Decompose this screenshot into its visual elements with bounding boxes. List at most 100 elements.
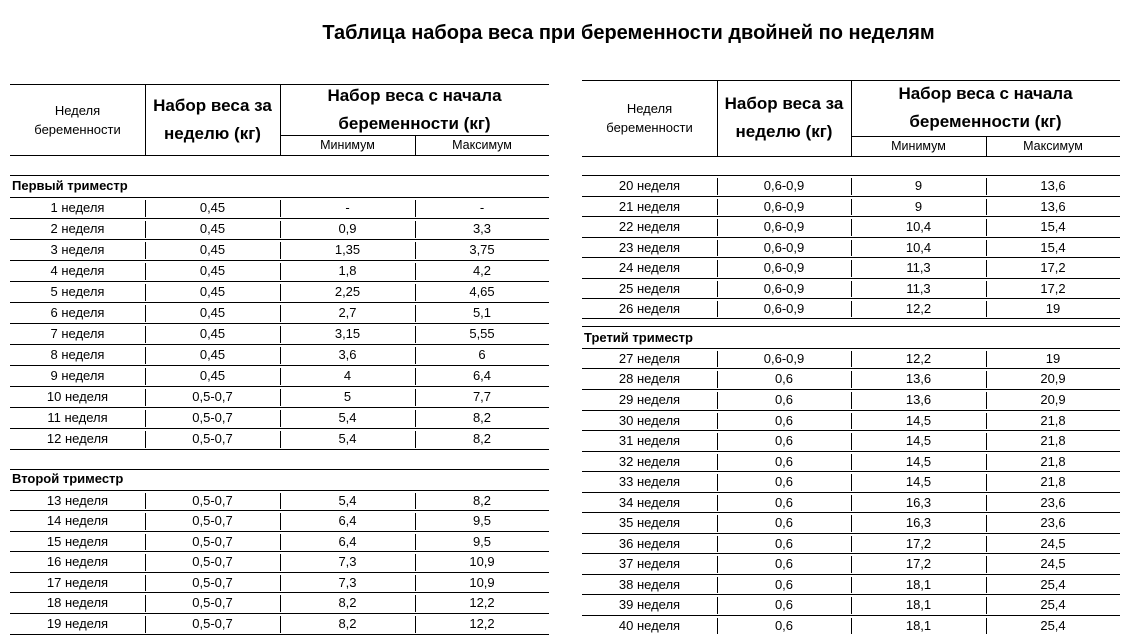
column-divider bbox=[280, 513, 281, 530]
column-divider bbox=[415, 242, 416, 259]
weekly-gain-cell: 0,45 bbox=[199, 347, 226, 362]
min-gain-cell: 4 bbox=[343, 368, 352, 383]
min-gain-cell: 2,7 bbox=[338, 305, 357, 320]
week-cell: 7 неделя bbox=[50, 326, 105, 341]
min-gain-cell: 12,2 bbox=[905, 300, 932, 316]
min-gain-cell: 14,5 bbox=[905, 453, 932, 469]
column-header-week: Неделя беременности bbox=[34, 102, 121, 137]
table-rule bbox=[582, 318, 1120, 320]
max-gain-cell: 25,4 bbox=[1040, 617, 1066, 633]
max-gain-cell: 25,4 bbox=[1040, 576, 1066, 592]
weekly-gain-cell: 0,5-0,7 bbox=[192, 554, 233, 569]
min-gain-cell: 5,4 bbox=[338, 492, 357, 508]
week-cell: 37 неделя bbox=[618, 556, 681, 571]
min-gain-cell: 3,6 bbox=[338, 347, 357, 362]
table-rule bbox=[10, 613, 549, 614]
column-divider bbox=[851, 515, 852, 532]
column-divider bbox=[415, 368, 416, 385]
max-gain-cell: 9,5 bbox=[472, 513, 492, 528]
table-rule bbox=[10, 155, 549, 156]
min-gain-cell: 10,4 bbox=[905, 239, 932, 255]
column-divider bbox=[986, 618, 987, 634]
max-gain-cell: 15,4 bbox=[1040, 219, 1066, 234]
column-divider bbox=[717, 281, 718, 297]
column-divider bbox=[280, 347, 281, 364]
min-gain-cell: 6,4 bbox=[338, 513, 357, 528]
column-divider bbox=[415, 431, 416, 448]
table-rule bbox=[582, 237, 1120, 238]
weekly-gain-cell: 0,6 bbox=[774, 556, 794, 571]
table-rule bbox=[10, 365, 549, 366]
min-gain-cell: 13,6 bbox=[905, 371, 932, 386]
weekly-gain-cell: 0,6-0,9 bbox=[763, 219, 805, 234]
column-divider bbox=[145, 347, 146, 364]
table-rule bbox=[10, 218, 549, 219]
column-divider bbox=[415, 534, 416, 550]
max-gain-cell: 8,2 bbox=[472, 492, 492, 508]
week-cell: 6 неделя bbox=[50, 305, 105, 320]
table-rule bbox=[10, 302, 549, 303]
min-gain-cell: 5,4 bbox=[338, 410, 357, 425]
table-rule bbox=[10, 344, 549, 345]
table-rule bbox=[582, 216, 1120, 217]
week-cell: 27 неделя bbox=[618, 350, 681, 366]
column-divider bbox=[851, 260, 852, 277]
column-divider bbox=[145, 200, 146, 217]
table-rule bbox=[10, 428, 549, 429]
column-divider bbox=[717, 301, 718, 318]
week-cell: 2 неделя bbox=[50, 221, 105, 236]
column-divider bbox=[851, 556, 852, 573]
column-divider bbox=[280, 554, 281, 571]
column-divider bbox=[851, 413, 852, 429]
min-gain-cell: 18,1 bbox=[905, 617, 932, 633]
column-divider bbox=[851, 495, 852, 511]
max-gain-cell: 19 bbox=[1045, 300, 1061, 316]
column-divider bbox=[717, 178, 718, 195]
table-rule bbox=[10, 386, 549, 387]
column-divider bbox=[415, 263, 416, 280]
table-rule bbox=[10, 197, 549, 198]
week-cell: 22 неделя bbox=[618, 219, 681, 234]
column-divider bbox=[986, 178, 987, 195]
column-divider bbox=[280, 200, 281, 217]
max-gain-cell: 10,9 bbox=[469, 554, 495, 569]
weekly-gain-cell: 0,6-0,9 bbox=[763, 350, 805, 366]
weekly-gain-cell: 0,6-0,9 bbox=[763, 260, 805, 275]
weekly-gain-cell: 0,6-0,9 bbox=[763, 239, 805, 255]
column-divider bbox=[986, 556, 987, 573]
week-cell: 30 неделя bbox=[618, 412, 681, 428]
table-rule bbox=[582, 156, 1120, 157]
max-gain-cell: 4,2 bbox=[472, 263, 492, 278]
column-divider bbox=[415, 389, 416, 406]
max-gain-cell: 6,4 bbox=[472, 368, 492, 383]
column-divider bbox=[145, 263, 146, 280]
min-gain-cell: 10,4 bbox=[905, 219, 932, 234]
column-divider bbox=[280, 616, 281, 633]
table-rule bbox=[582, 410, 1120, 411]
column-divider bbox=[717, 495, 718, 511]
column-divider bbox=[280, 326, 281, 343]
column-divider bbox=[415, 410, 416, 427]
column-divider bbox=[145, 575, 146, 591]
column-divider bbox=[415, 221, 416, 238]
column-divider bbox=[986, 199, 987, 215]
column-divider bbox=[280, 368, 281, 385]
max-gain-cell: 6 bbox=[478, 347, 486, 362]
min-gain-cell: - bbox=[345, 200, 350, 215]
weekly-gain-cell: 0,45 bbox=[199, 263, 226, 278]
week-cell: 17 неделя bbox=[46, 574, 109, 590]
table-rule bbox=[10, 84, 549, 85]
week-cell: 11 неделя bbox=[47, 410, 108, 425]
column-divider bbox=[986, 260, 987, 277]
weekly-gain-cell: 0,45 bbox=[199, 305, 226, 320]
column-header-min: Минимум bbox=[891, 139, 946, 153]
column-divider bbox=[717, 80, 718, 156]
column-divider bbox=[717, 392, 718, 409]
table-rule bbox=[582, 512, 1120, 513]
column-divider bbox=[986, 597, 987, 614]
column-header-max: Максимум bbox=[452, 138, 512, 152]
column-divider bbox=[851, 281, 852, 297]
min-gain-cell: 17,2 bbox=[905, 556, 932, 571]
table-rule bbox=[582, 594, 1120, 595]
max-gain-cell: 5,1 bbox=[472, 305, 492, 320]
